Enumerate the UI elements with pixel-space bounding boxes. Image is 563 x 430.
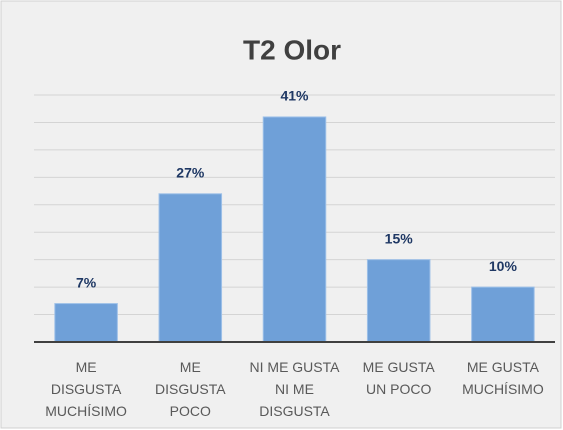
data-label: 15% [385, 230, 414, 246]
bar [158, 193, 223, 343]
data-label: 10% [489, 258, 518, 274]
x-tick-label: NI ME GUSTA NI ME DISGUSTA [250, 359, 341, 419]
data-label: 7% [76, 274, 97, 290]
x-tick-label: ME GUSTA UN POCO [363, 359, 436, 397]
x-tick-label: ME DISGUSTA MUCHÍSIMO [45, 359, 127, 419]
x-tick-label: ME DISGUSTA POCO [155, 359, 226, 419]
bar [366, 259, 431, 343]
bar [471, 286, 535, 343]
bar [54, 303, 118, 343]
x-tick-label: ME GUSTA MUCHÍSIMO [462, 359, 544, 397]
chart-title: T2 Olor [243, 34, 341, 65]
bar [262, 116, 327, 343]
data-label: 27% [176, 165, 205, 181]
data-label: 41% [280, 88, 309, 104]
